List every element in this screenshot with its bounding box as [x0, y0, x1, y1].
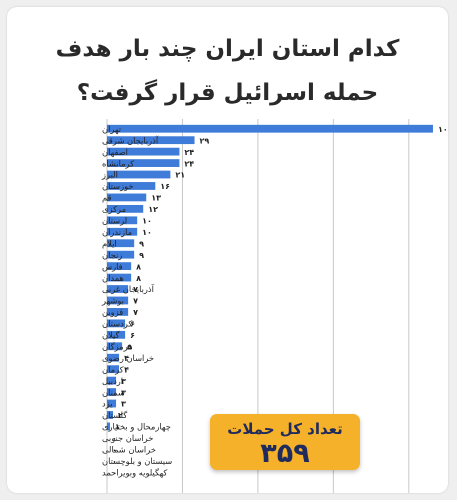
category-label-28: خراسان شمالی: [102, 445, 156, 455]
category-label-16: قزوین: [102, 307, 123, 317]
value-label-21: ۴: [124, 365, 129, 374]
value-label-22: ۳: [121, 377, 126, 386]
bar-6: [107, 193, 147, 202]
value-label-13: ۸: [136, 274, 141, 283]
bar-25: [107, 411, 114, 419]
category-label-19: هرمزگان: [102, 341, 133, 351]
value-label-15: ۷: [133, 297, 138, 306]
category-label-21: کرمان: [102, 364, 124, 374]
category-label-9: مازندران: [102, 227, 132, 237]
bar-2: [107, 147, 180, 156]
bar-7: [107, 204, 144, 213]
value-label-14: ۷: [133, 285, 138, 294]
category-label-14: آذربایجان غربی: [102, 283, 155, 294]
category-label-8: لرستان: [102, 216, 127, 226]
category-label-6: قم: [102, 193, 112, 204]
value-label-12: ۸: [136, 262, 141, 271]
bar-5: [107, 182, 156, 190]
category-label-7: مرکزی: [102, 204, 126, 214]
value-label-5: ۱۶: [160, 182, 170, 191]
bar-13: [107, 273, 132, 282]
bar-21: [107, 365, 120, 374]
bar-16: [107, 308, 129, 316]
category-label-13: همدان: [102, 273, 124, 283]
value-label-7: ۱۲: [148, 205, 158, 214]
value-label-27: ۰: [112, 434, 117, 443]
value-label-28: ۰: [112, 446, 117, 455]
category-label-4: البرز: [101, 170, 118, 180]
category-label-15: بوشهر: [101, 296, 124, 306]
category-label-18: گیلان: [102, 330, 120, 340]
value-label-30: ۰: [112, 468, 117, 477]
total-attacks-value: ۳۵۹: [260, 438, 310, 469]
value-label-6: ۱۳: [151, 194, 161, 203]
value-label-10: ۹: [139, 239, 144, 248]
bar-10: [107, 239, 135, 248]
value-label-11: ۹: [139, 251, 144, 260]
bar-24: [107, 399, 117, 408]
category-label-24: یزد: [102, 399, 113, 409]
bar-3: [107, 159, 180, 167]
category-label-30: کهگیلویه وبویراحمد: [102, 467, 167, 477]
bar-1: [107, 136, 195, 145]
category-label-20: خراسان رضوی: [102, 353, 154, 363]
value-label-8: ۱۰: [142, 217, 152, 226]
value-label-2: ۲۴: [184, 148, 194, 157]
category-label-27: خراسان جنوبی: [102, 433, 153, 443]
category-label-2: اصفهان: [102, 147, 128, 157]
total-attacks-box: تعداد کل حملات ۳۵۹: [210, 414, 360, 470]
category-label-1: آذربایجان شرقی: [102, 134, 159, 145]
category-label-12: فارس: [102, 261, 123, 271]
bar-9: [107, 227, 138, 236]
value-label-4: ۲۱: [175, 171, 185, 180]
category-label-5: خوزستان: [102, 181, 134, 191]
bar-chart: ۱۰۸تهران۲۹آذربایجان شرقی۲۴اصفهان۲۴کرمانش…: [101, 119, 448, 493]
category-label-11: زنجان: [102, 250, 122, 260]
category-label-10: ایلام: [102, 238, 117, 248]
bar-0: [107, 124, 433, 133]
bar-11: [107, 250, 135, 259]
value-label-25: ۲: [118, 411, 123, 420]
value-label-20: ۴: [124, 354, 129, 363]
value-label-16: ۷: [133, 308, 138, 317]
value-label-18: ۶: [130, 331, 135, 340]
bar-8: [107, 216, 138, 225]
value-label-0: ۱۰۸: [438, 125, 448, 134]
category-label-0: تهران: [102, 124, 122, 134]
category-label-3: کرمانشاه: [102, 158, 134, 168]
category-label-17: کردستان: [102, 319, 132, 329]
infographic-card: کدام استان ایران چند بار هدف حمله اسرائی…: [7, 7, 448, 493]
category-label-22: اردبیل: [102, 376, 123, 386]
value-label-23: ۳: [121, 388, 126, 397]
chart-title-line1: کدام استان ایران چند بار هدف: [55, 36, 400, 62]
bar-17: [107, 319, 126, 328]
value-label-1: ۲۹: [200, 136, 210, 145]
bar-26: [107, 422, 111, 431]
value-label-9: ۱۰: [142, 228, 152, 237]
value-label-29: ۰: [112, 457, 117, 466]
chart-title-line2: حمله اسرائیل قرار گرفت؟: [76, 80, 379, 106]
bar-14: [107, 285, 129, 293]
value-label-24: ۳: [121, 400, 126, 409]
value-label-3: ۲۴: [184, 159, 194, 168]
bar-4: [107, 170, 171, 179]
bar-18: [107, 330, 126, 339]
total-attacks-label: تعداد کل حملات: [227, 420, 343, 438]
value-label-17: ۶: [130, 320, 135, 329]
value-label-26: ۱: [115, 423, 120, 432]
bar-12: [107, 262, 132, 271]
category-label-23: سمنان: [102, 387, 125, 397]
category-label-29: سیستان و بلوچستان: [102, 456, 172, 466]
bar-22: [107, 376, 117, 385]
value-label-19: ۵: [127, 342, 132, 351]
category-label-26: چهارمحال و بختیاری: [102, 422, 171, 432]
bar-15: [107, 296, 129, 305]
bar-23: [107, 388, 117, 396]
bar-19: [107, 342, 123, 351]
category-label-25: گلستان: [102, 410, 127, 420]
bar-20: [107, 353, 120, 362]
